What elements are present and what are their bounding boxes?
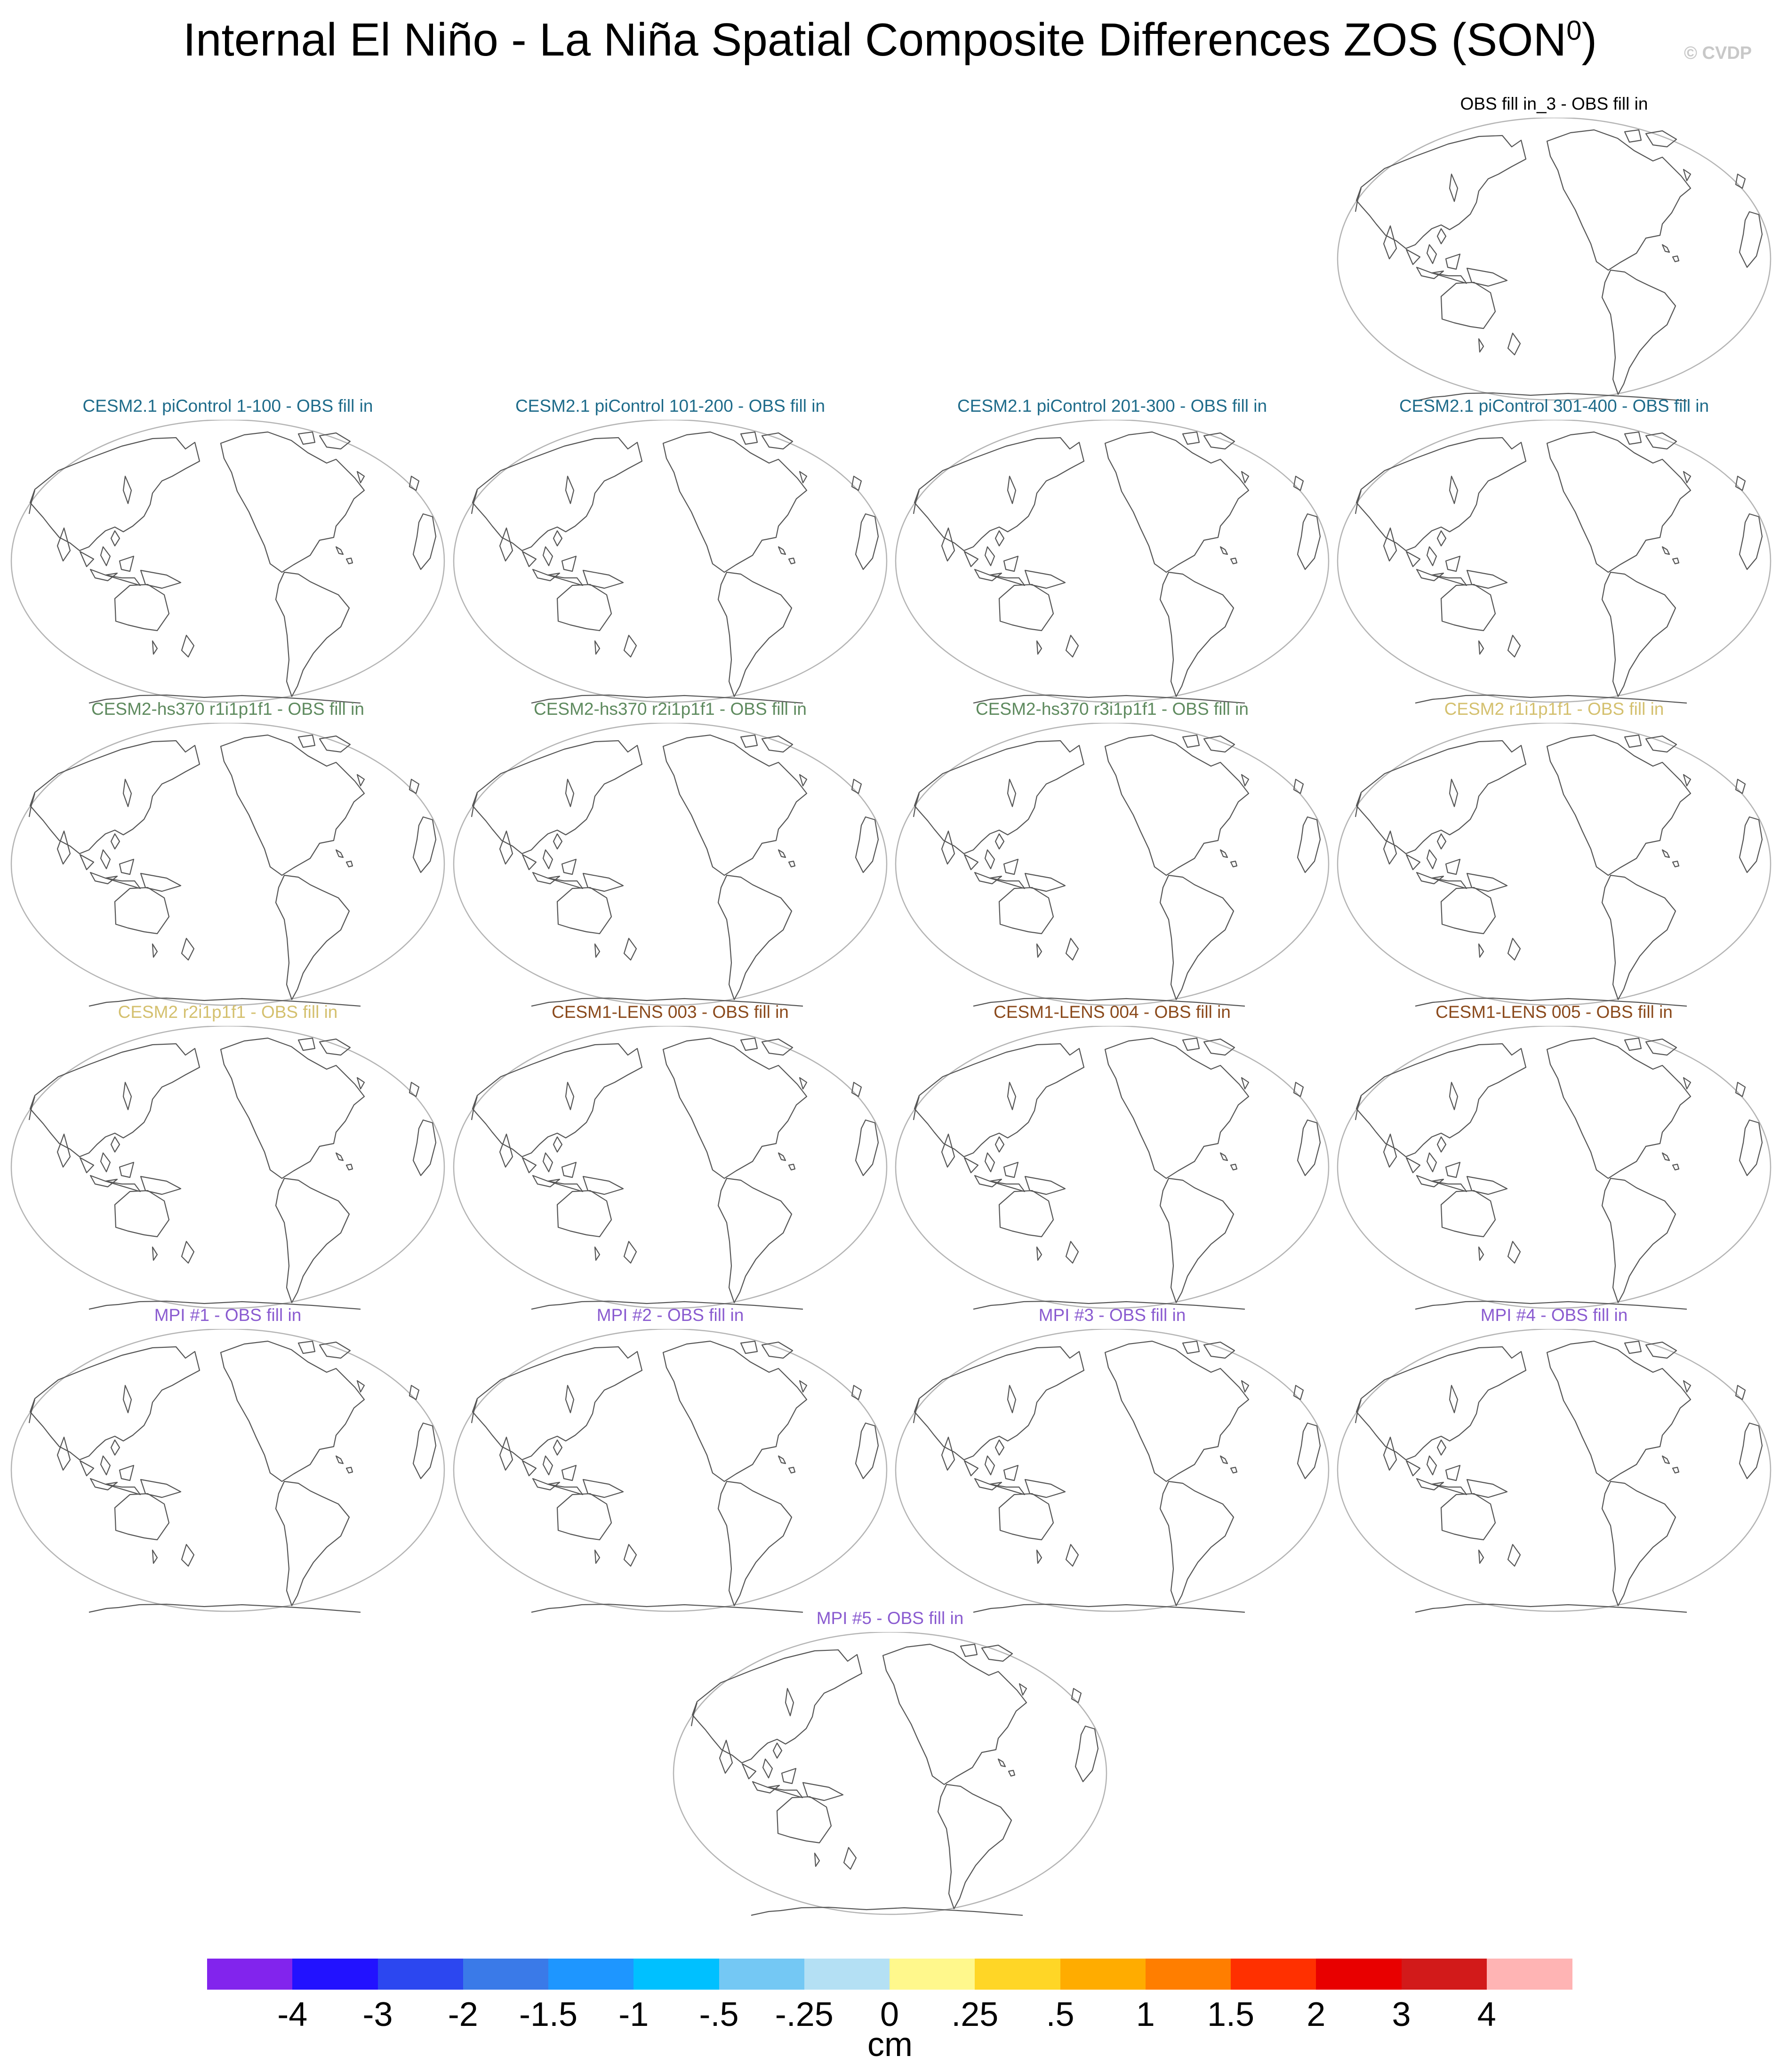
map-panel-cesm1-lens-003: CESM1-LENS 003 - OBS fill in [449, 1002, 891, 1322]
panel-title: CESM2-hs370 r3i1p1f1 - OBS fill in [976, 699, 1249, 719]
map-panel-mpi-1: MPI #1 - OBS fill in [7, 1305, 449, 1625]
colorbar-tick-label: -1.5 [519, 1996, 578, 2033]
map-panel-cesm2-r1: CESM2 r1i1p1f1 - OBS fill in [1333, 699, 1775, 1019]
colorbar [207, 1959, 1572, 1990]
world-map [895, 723, 1330, 1007]
colorbar-tick-label: 2 [1307, 1996, 1326, 2033]
colorbar-box [1486, 1959, 1572, 1990]
map-panel-obs: OBS fill in_3 - OBS fill in [1333, 94, 1775, 414]
colorbar-tick-label: -.5 [699, 1996, 739, 2033]
panel-title: MPI #3 - OBS fill in [1038, 1305, 1186, 1325]
map-panel-cesm2-hs370-r3: CESM2-hs370 r3i1p1f1 - OBS fill in [891, 699, 1333, 1019]
colorbar-box [633, 1959, 720, 1990]
world-map [895, 1329, 1330, 1613]
map-panel-cesm21-picontrol-1-100: CESM2.1 piControl 1-100 - OBS fill in [7, 396, 449, 716]
world-map [453, 420, 888, 704]
panel-title: CESM2.1 piControl 201-300 - OBS fill in [957, 396, 1267, 416]
world-map [453, 723, 888, 1007]
colorbar-box [1231, 1959, 1316, 1990]
world-map [1337, 420, 1772, 704]
colorbar-tick-label: -4 [277, 1996, 308, 2033]
world-map [1337, 723, 1772, 1007]
panel-title: MPI #4 - OBS fill in [1480, 1305, 1628, 1325]
map-panel-mpi-3: MPI #3 - OBS fill in [891, 1305, 1333, 1625]
world-map [453, 1026, 888, 1310]
panel-title: CESM2.1 piControl 301-400 - OBS fill in [1399, 396, 1709, 416]
colorbar-tick-label: -3 [362, 1996, 393, 2033]
world-map [1337, 118, 1772, 402]
panel-title: CESM1-LENS 003 - OBS fill in [552, 1002, 789, 1022]
world-map [895, 1026, 1330, 1310]
panel-title: CESM2.1 piControl 1-100 - OBS fill in [82, 396, 373, 416]
world-map [453, 1329, 888, 1613]
colorbar-units: cm [867, 2026, 913, 2064]
panel-title: CESM2-hs370 r1i1p1f1 - OBS fill in [91, 699, 364, 719]
colorbar-box [975, 1959, 1061, 1990]
colorbar-tick-label: 1 [1136, 1996, 1155, 2033]
world-map [10, 1026, 445, 1310]
map-panel-cesm1-lens-004: CESM1-LENS 004 - OBS fill in [891, 1002, 1333, 1322]
map-panel-cesm21-picontrol-201-300: CESM2.1 piControl 201-300 - OBS fill in [891, 396, 1333, 716]
copyright-label: © CVDP [1684, 43, 1752, 63]
world-map [10, 1329, 445, 1613]
world-map [10, 420, 445, 704]
colorbar-box [1316, 1959, 1402, 1990]
map-panel-cesm21-picontrol-101-200: CESM2.1 piControl 101-200 - OBS fill in [449, 396, 891, 716]
panel-title: OBS fill in_3 - OBS fill in [1460, 94, 1648, 113]
world-map [895, 420, 1330, 704]
map-panel-mpi-2: MPI #2 - OBS fill in [449, 1305, 891, 1625]
map-panel-cesm2-r2: CESM2 r2i1p1f1 - OBS fill in [7, 1002, 449, 1322]
colorbar-box [292, 1959, 378, 1990]
figure-title-text: Internal El Niño - La Niña Spatial Compo… [183, 14, 1567, 65]
world-map [10, 723, 445, 1007]
panel-title: MPI #5 - OBS fill in [816, 1608, 964, 1628]
map-panel-cesm2-hs370-r2: CESM2-hs370 r2i1p1f1 - OBS fill in [449, 699, 891, 1019]
colorbar-box [890, 1959, 975, 1990]
colorbar-box [1060, 1959, 1146, 1990]
figure-title-superscript: 0 [1566, 15, 1582, 46]
colorbar-box [207, 1959, 293, 1990]
panel-title: MPI #1 - OBS fill in [154, 1305, 302, 1325]
panel-title: CESM2 r1i1p1f1 - OBS fill in [1444, 699, 1664, 719]
colorbar-tick-label: -2 [448, 1996, 478, 2033]
colorbar-box [548, 1959, 634, 1990]
colorbar-tick-label: 1.5 [1207, 1996, 1255, 2033]
colorbar-tick-label: -1 [618, 1996, 649, 2033]
colorbar-tick-label: 0 [880, 1996, 899, 2033]
map-panel-cesm2-hs370-r1: CESM2-hs370 r1i1p1f1 - OBS fill in [7, 699, 449, 1019]
world-map [1337, 1026, 1772, 1310]
colorbar-box [1145, 1959, 1231, 1990]
panel-title: CESM2 r2i1p1f1 - OBS fill in [118, 1002, 338, 1022]
panel-title: MPI #2 - OBS fill in [596, 1305, 744, 1325]
colorbar-tick-label: 3 [1392, 1996, 1411, 2033]
figure-title-close: ) [1581, 14, 1597, 65]
world-map [673, 1632, 1107, 1916]
world-map [1337, 1329, 1772, 1613]
panel-title: CESM2-hs370 r2i1p1f1 - OBS fill in [534, 699, 807, 719]
map-panel-mpi-5: MPI #5 - OBS fill in [669, 1608, 1111, 1928]
map-panel-cesm21-picontrol-301-400: CESM2.1 piControl 301-400 - OBS fill in [1333, 396, 1775, 716]
colorbar-box [1401, 1959, 1487, 1990]
panel-title: CESM1-LENS 005 - OBS fill in [1435, 1002, 1673, 1022]
colorbar-box [463, 1959, 549, 1990]
colorbar-tick-label: .25 [951, 1996, 999, 2033]
colorbar-tick-label: -.25 [775, 1996, 834, 2033]
panel-title: CESM1-LENS 004 - OBS fill in [994, 1002, 1231, 1022]
map-panel-cesm1-lens-005: CESM1-LENS 005 - OBS fill in [1333, 1002, 1775, 1322]
colorbar-box [804, 1959, 890, 1990]
colorbar-box [719, 1959, 805, 1990]
colorbar-tick-label: .5 [1046, 1996, 1074, 2033]
colorbar-box [377, 1959, 464, 1990]
colorbar-tick-label: 4 [1477, 1996, 1496, 2033]
figure-title: Internal El Niño - La Niña Spatial Compo… [0, 13, 1780, 66]
map-panel-mpi-4: MPI #4 - OBS fill in [1333, 1305, 1775, 1625]
panel-title: CESM2.1 piControl 101-200 - OBS fill in [515, 396, 826, 416]
